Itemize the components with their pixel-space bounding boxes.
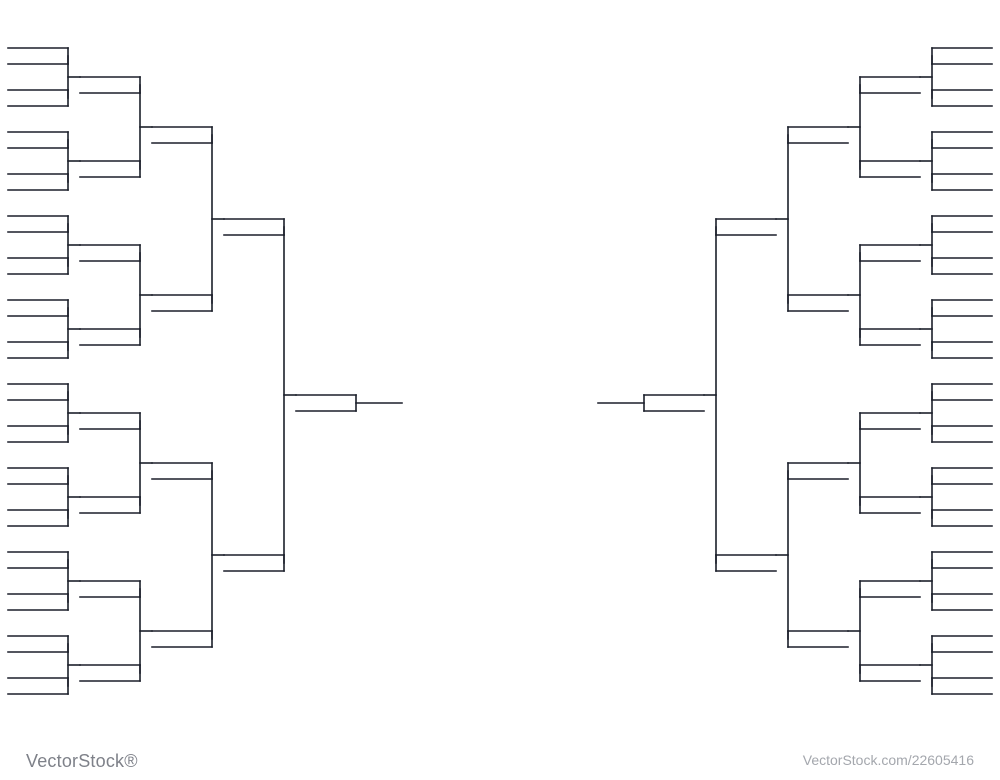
watermark-left-text: VectorStock® [26, 751, 138, 771]
watermark-right-text: VectorStock.com/22605416 [803, 752, 974, 768]
bracket-canvas: VectorStock® VectorStock.com/22605416 [0, 0, 1000, 780]
bracket-svg [0, 0, 1000, 780]
watermark-left: VectorStock® [0, 751, 138, 780]
watermark-right: VectorStock.com/22605416 [803, 752, 1000, 780]
